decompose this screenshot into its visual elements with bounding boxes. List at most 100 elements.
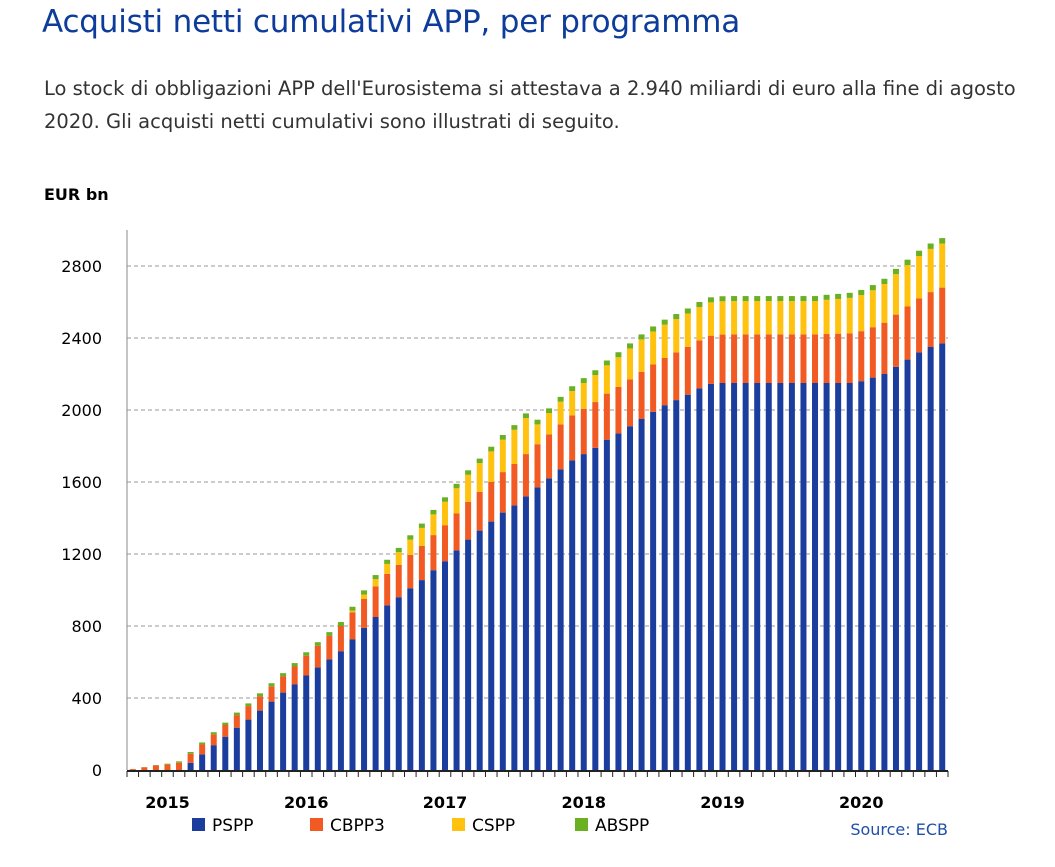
bar-abspp-2015-12	[291, 663, 298, 667]
bar-abspp-2016-06	[361, 590, 368, 595]
bar-cspp-2020-05	[904, 265, 911, 307]
bar-abspp-2019-06	[777, 296, 784, 302]
bar-cspp-2018-11	[696, 307, 703, 341]
bar-pspp-2019-02	[731, 383, 738, 770]
bar-cspp-2020-02	[869, 290, 876, 328]
bar-pspp-2016-08	[384, 605, 391, 770]
bar-cbpp3-2017-05	[488, 482, 495, 522]
bar-cbpp3-2019-08	[800, 334, 807, 383]
bar-cbpp3-2015-01	[164, 764, 171, 770]
source-label: Source: ECB	[850, 820, 948, 839]
bar-pspp-2015-05	[210, 745, 217, 770]
bar-pspp-2017-06	[499, 512, 506, 770]
x-year-label: 2018	[561, 793, 606, 812]
bar-cbpp3-2015-09	[256, 696, 263, 711]
bar-pspp-2017-11	[557, 469, 564, 770]
bar-pspp-2019-04	[754, 383, 761, 770]
bar-cspp-2019-05	[765, 301, 772, 335]
bar-cbpp3-2015-08	[245, 706, 252, 720]
legend-label-cbpp3: CBPP3	[330, 816, 385, 836]
bar-pspp-2015-03	[187, 762, 194, 770]
bar-cspp-2017-03	[465, 474, 472, 502]
bar-cbpp3-2018-04	[615, 386, 622, 434]
bar-abspp-2019-05	[765, 296, 772, 302]
bar-abspp-2019-12	[846, 292, 853, 298]
bar-abspp-2020-03	[881, 278, 888, 284]
bar-pspp-2020-03	[881, 374, 888, 770]
bar-cbpp3-2020-03	[881, 322, 888, 374]
bar-cbpp3-2018-10	[684, 346, 691, 395]
bar-abspp-2020-04	[892, 268, 899, 275]
bar-cspp-2017-02	[453, 488, 460, 514]
bar-abspp-2017-04	[476, 458, 483, 464]
bar-pspp-2016-04	[337, 651, 344, 770]
bar-cspp-2016-06	[361, 594, 368, 599]
bar-abspp-2019-07	[788, 296, 795, 302]
bar-abspp-2019-01	[719, 296, 726, 302]
bar-cbpp3-2017-09	[534, 444, 541, 488]
bar-cbpp3-2016-09	[395, 564, 402, 598]
y-unit-label: EUR bn	[44, 185, 109, 204]
bar-pspp-2016-09	[395, 597, 402, 770]
bar-cbpp3-2018-01	[580, 408, 587, 455]
bar-cbpp3-2016-12	[430, 535, 437, 571]
bar-cbpp3-2018-08	[661, 357, 668, 406]
bar-cbpp3-2019-11	[835, 333, 842, 383]
bar-abspp-2018-11	[696, 302, 703, 308]
bar-abspp-2017-02	[453, 483, 460, 489]
bar-pspp-2019-12	[846, 383, 853, 770]
bar-cspp-2019-04	[754, 301, 761, 335]
bar-pspp-2015-04	[199, 754, 206, 770]
bar-abspp-2020-02	[869, 285, 876, 291]
bar-cbpp3-2018-11	[696, 340, 703, 389]
bar-pspp-2019-07	[788, 383, 795, 770]
bar-cspp-2017-08	[522, 418, 529, 455]
bar-cspp-2020-04	[892, 274, 899, 315]
bar-cspp-2019-11	[835, 298, 842, 334]
bar-cbpp3-2018-03	[603, 393, 610, 440]
bar-cspp-2019-03	[742, 301, 749, 335]
bar-abspp-2016-03	[326, 632, 333, 636]
bar-cspp-2018-10	[684, 313, 691, 347]
bar-pspp-2016-06	[361, 627, 368, 770]
bar-cspp-2017-05	[488, 451, 495, 482]
bar-abspp-2019-08	[800, 296, 807, 302]
bar-abspp-2015-01	[164, 763, 171, 765]
bar-pspp-2017-05	[488, 521, 495, 770]
bar-cbpp3-2019-05	[765, 334, 772, 383]
bar-abspp-2018-02	[592, 370, 599, 376]
gridlines: 0 400 800 1200 1600 2000 2400 2800	[61, 257, 948, 780]
bar-pspp-2017-01	[441, 561, 448, 770]
bar-pspp-2020-05	[904, 359, 911, 770]
bar-pspp-2018-10	[684, 394, 691, 770]
bar-pspp-2015-10	[268, 701, 275, 770]
bar-abspp-2015-03	[187, 752, 194, 754]
bar-pspp-2018-07	[650, 411, 657, 770]
bar-cspp-2017-10	[546, 413, 553, 435]
bar-cspp-2018-09	[673, 319, 680, 353]
bar-pspp-2020-04	[892, 366, 899, 770]
bar-pspp-2017-10	[546, 478, 553, 770]
bar-abspp-2016-10	[407, 535, 414, 540]
bar-cbpp3-2015-07	[233, 715, 240, 728]
bar-cspp-2019-07	[788, 301, 795, 335]
bar-abspp-2020-07	[927, 243, 934, 249]
bar-cbpp3-2016-06	[361, 599, 368, 628]
bar-cbpp3-2018-07	[650, 364, 657, 412]
bar-abspp-2017-01	[441, 497, 448, 502]
bar-abspp-2015-08	[245, 703, 252, 707]
x-year-label: 2015	[145, 793, 190, 812]
bar-pspp-2016-05	[349, 639, 356, 770]
bar-abspp-2015-07	[233, 712, 240, 716]
bar-cspp-2018-08	[661, 324, 668, 358]
bar-abspp-2018-06	[638, 334, 645, 340]
y-tick-label: 1600	[61, 473, 102, 492]
bar-cspp-2016-09	[395, 552, 402, 565]
bar-pspp-2019-11	[835, 383, 842, 770]
y-tick-label: 2000	[61, 401, 102, 420]
bar-cspp-2016-08	[384, 563, 391, 574]
bar-abspp-2017-06	[499, 435, 506, 440]
bar-pspp-2019-08	[800, 383, 807, 770]
x-year-label: 2020	[839, 793, 884, 812]
bar-abspp-2018-03	[603, 360, 610, 366]
